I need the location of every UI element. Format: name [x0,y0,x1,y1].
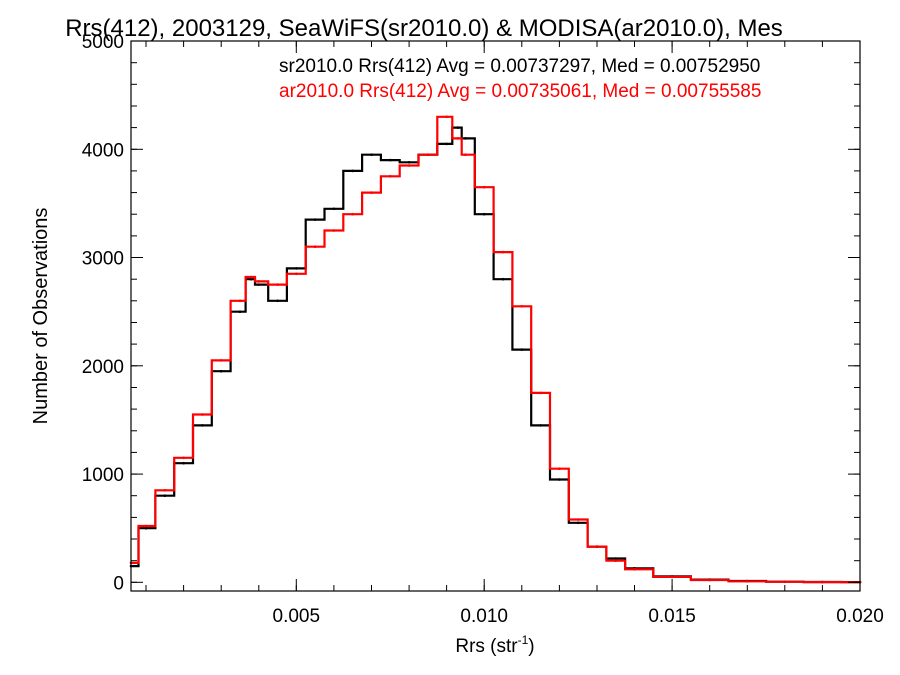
series-2-point [821,580,824,584]
series-2-point [219,359,223,362]
series-2-point [351,212,355,216]
series-1-point [249,277,253,281]
series-2-point [558,467,561,471]
x-tick-label: 0.015 [648,606,696,627]
series-2-point [746,580,749,583]
y-tick-label: 2000 [82,357,124,378]
series-2-point [295,272,298,276]
x-axis-label-main: Rrs (str [455,636,518,657]
series-1-point [576,521,580,525]
series-2-point [501,250,505,254]
series-1-point [389,158,392,162]
y-tick-label: 1000 [82,465,124,486]
series-1-point [464,137,467,140]
series-2-point [407,164,411,167]
series-1-point [456,126,460,129]
series-2-point [614,559,617,562]
series-line-1 [131,126,860,584]
series-2-point [313,245,317,248]
x-axis-label: Rrs (str-1) [455,633,534,657]
series-2-point [482,185,486,189]
series-1-point [558,478,561,481]
series-2-point [520,305,524,308]
series-line-2 [131,115,860,584]
series-2-point [332,229,336,232]
series-1-point [313,218,317,221]
legend-entry-1: sr2010.0 Rrs(412) Avg = 0.00737297, Med … [279,56,760,77]
y-tick-label: 0 [113,573,124,594]
series-1-point [501,277,505,281]
series-1-point [482,212,486,216]
series-1-point [520,348,524,351]
series-2-point [201,413,204,416]
series-1-point [614,557,617,560]
y-tick-label: 4000 [82,140,124,161]
series-2-point [249,275,253,279]
series-1-point [144,526,148,530]
series-2-point [708,578,711,582]
x-tick-label: 0.005 [273,606,321,627]
series-2-point [464,153,467,156]
chart-title: Rrs(412), 2003129, SeaWiFS(sr2010.0) & M… [65,15,783,42]
series-2-point [257,280,261,283]
series-2-point [426,153,430,156]
series-2-point [144,524,148,528]
y-tick-label: 3000 [82,249,124,270]
series-2-point [182,456,185,460]
series-1-point [351,169,355,173]
series-2-point [670,575,674,579]
series-2-point [783,580,787,584]
axis-ticks: 0.005 0.010 0.015 0.020 0 1000 2000 3000 4000 500… [82,32,884,627]
series-1-point [182,461,185,465]
plot-series [129,115,862,584]
series-1-point [201,424,204,427]
series-1-point [445,142,448,146]
series-2-point [163,489,167,492]
series-2-point [276,283,279,286]
series-1-point [332,207,336,211]
series-2-point [456,137,460,140]
legend-entry-2: ar2010.0 Rrs(412) Avg = 0.00735061, Med … [279,81,761,102]
series-2-point [238,299,242,303]
series-1-point [257,283,261,286]
x-axis-label-superscript: -1 [518,633,529,647]
series-1-point [163,494,167,498]
plot-frame [130,40,861,592]
series-2-point [595,545,599,548]
series-1-point [219,369,223,373]
series-2-point [389,175,392,178]
series-1-point [276,299,279,303]
series-2-point [539,391,542,395]
series-2-point [370,191,373,194]
series-2-point [633,568,636,571]
y-tick-label: 5000 [82,32,124,53]
series-1-point [238,310,242,314]
series-2-point [445,115,448,119]
series-1-point [295,267,298,270]
x-axis-label-suffix: ) [528,636,534,657]
series-1-point [370,153,373,156]
y-axis-label: Number of Observations [30,208,52,425]
series-2-point [576,518,580,521]
x-tick-label: 0.010 [460,606,508,627]
series-1-point [407,161,411,164]
x-tick-label: 0.020 [836,606,884,627]
series-1-point [539,424,542,427]
